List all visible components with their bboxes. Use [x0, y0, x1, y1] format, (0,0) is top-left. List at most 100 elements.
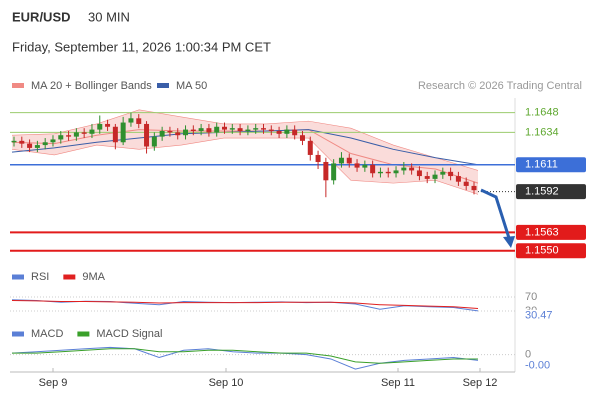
candle-body [183, 129, 189, 136]
candle-body [81, 132, 87, 134]
candle-body [331, 163, 337, 181]
candle-body [455, 176, 461, 182]
legend-swatch [12, 274, 24, 280]
candle-body [89, 129, 95, 134]
x-tick-label: Sep 9 [39, 377, 68, 389]
candle-body [260, 128, 266, 130]
candle-body [393, 170, 399, 174]
candle-body [463, 181, 469, 186]
legend-label: MACD [31, 328, 63, 340]
candle-body [175, 132, 181, 136]
y-tick-label: 0 [525, 349, 531, 361]
candle-body [385, 171, 391, 174]
candle-body [190, 129, 196, 131]
y-tick-label: 70 [525, 291, 537, 303]
candle-body [299, 135, 305, 141]
bollinger-upper [11, 109, 479, 171]
candle-body [19, 140, 25, 144]
candle-body [338, 157, 344, 164]
interval: 30 MIN [88, 9, 130, 24]
level-box [516, 224, 586, 240]
candle-body [198, 128, 204, 131]
candle-body [377, 171, 383, 174]
legend-swatch [12, 83, 24, 88]
candle-body [105, 123, 111, 127]
indicator-line [11, 300, 479, 310]
candle-body [323, 161, 329, 181]
candle-body [370, 164, 376, 174]
candle-body [42, 142, 48, 146]
legend-swatch [63, 274, 76, 280]
candle-body [354, 163, 360, 168]
candle-body [167, 130, 173, 133]
value-bg [518, 359, 558, 372]
last-price-label: 1.1592 [525, 185, 559, 197]
candle-body [112, 126, 118, 143]
candle-body [66, 135, 72, 137]
value-bg [518, 309, 558, 322]
candle-body [34, 145, 40, 148]
candle-body [144, 123, 150, 147]
candle-body [73, 132, 79, 137]
candle-body [416, 170, 422, 177]
candle-body [58, 135, 64, 140]
forecast-arrow [480, 188, 511, 239]
candle-body [307, 140, 313, 155]
bollinger-lower [11, 137, 479, 195]
candle-body [222, 126, 228, 130]
x-tick-label: Sep 11 [381, 377, 415, 389]
candle-body [284, 129, 290, 134]
candle-body [214, 126, 220, 133]
level-label: 1.1634 [525, 126, 559, 138]
x-tick-label: Sep 12 [463, 377, 498, 389]
x-tick-label: Sep 10 [209, 377, 244, 389]
candle-body [276, 130, 282, 134]
legend-label: MA 20 + Bollinger Bands [31, 80, 152, 92]
timestamp: Friday, September 11, 2026 1:00:34 PM CE… [12, 39, 271, 54]
candle-body [401, 167, 407, 171]
last-value-label: -0.00 [525, 359, 550, 371]
level-label: 1.1563 [525, 226, 559, 238]
level-label: 1.1550 [525, 245, 559, 257]
candle-body [292, 129, 298, 136]
candle-body [245, 129, 251, 131]
legend-label: RSI [31, 271, 49, 283]
legend-label: MA 50 [176, 80, 207, 92]
credit: Research © 2026 Trading Central [418, 80, 582, 92]
candle-body [432, 174, 438, 179]
candle-body [50, 139, 56, 143]
candle-body [253, 128, 259, 130]
candle-body [151, 136, 157, 147]
forecast-arrowhead [503, 236, 515, 248]
level-label: 1.1611 [525, 159, 558, 171]
candle-body [159, 130, 165, 137]
symbol: EUR/USD [12, 9, 71, 24]
candle-body [97, 123, 103, 130]
indicator-line [12, 348, 478, 364]
legend-swatch [12, 331, 24, 337]
candle-body [27, 143, 33, 148]
candle-body [206, 128, 212, 133]
candle-body [315, 154, 321, 162]
candle-body [237, 128, 243, 131]
candle-body [136, 118, 142, 124]
candle-body [229, 128, 235, 130]
candle-body [440, 171, 446, 175]
candle-body [424, 176, 430, 179]
indicator-line [11, 346, 479, 370]
candle-body [268, 129, 274, 131]
last-price-box [516, 184, 586, 200]
level-box [516, 157, 586, 173]
candle-body [362, 164, 368, 168]
level-label: 1.1648 [525, 107, 559, 119]
level-box [516, 243, 586, 259]
ma50-line [11, 129, 479, 166]
candle-body [471, 185, 477, 191]
legend-swatch [157, 83, 169, 88]
last-value-label: 30.47 [525, 310, 553, 322]
legend-swatch [77, 331, 90, 337]
candle-body [448, 171, 454, 177]
candle-body [128, 118, 134, 123]
candle-body [346, 157, 352, 164]
